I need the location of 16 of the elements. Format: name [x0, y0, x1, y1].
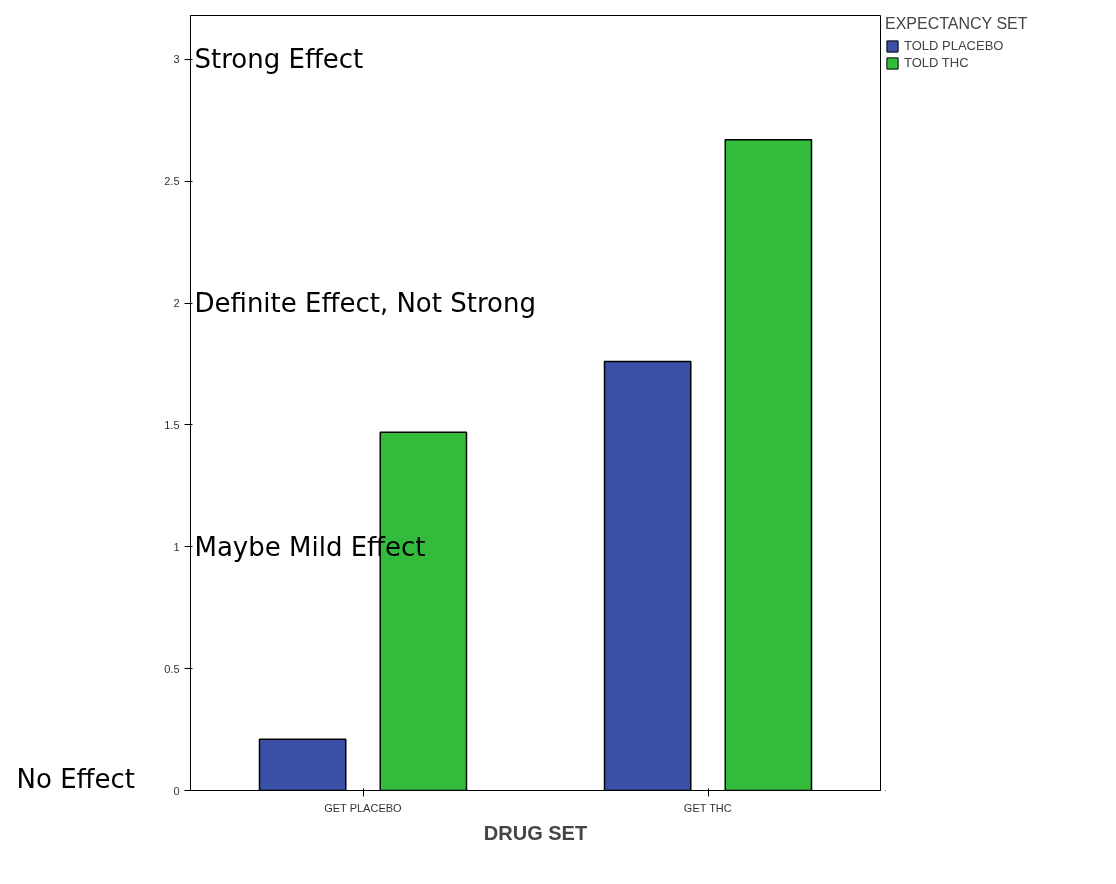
y-tick-label: 0 — [173, 784, 180, 797]
x-axis-title: DRUG SET — [483, 821, 588, 844]
annotation: Definite Effect, Not Strong — [194, 288, 536, 319]
legend-label: TOLD PLACEBO — [904, 38, 1004, 53]
y-tick-label: 2.5 — [164, 175, 180, 188]
annotation: Strong Effect — [194, 44, 364, 75]
y-tick-label: 2 — [173, 297, 180, 310]
legend-label: TOLD THC — [904, 55, 969, 70]
legend-title: EXPECTANCY SET — [885, 15, 1028, 33]
y-tick-label: 1 — [173, 540, 180, 553]
y-tick-label: 0.5 — [164, 662, 180, 675]
x-tick-label: GET PLACEBO — [324, 801, 403, 814]
text: No Effect — [16, 763, 135, 796]
y-tick-label: 3 — [173, 53, 180, 66]
y-tick-label: 1.5 — [164, 418, 180, 431]
x-tick-label: GET THC — [683, 801, 732, 814]
